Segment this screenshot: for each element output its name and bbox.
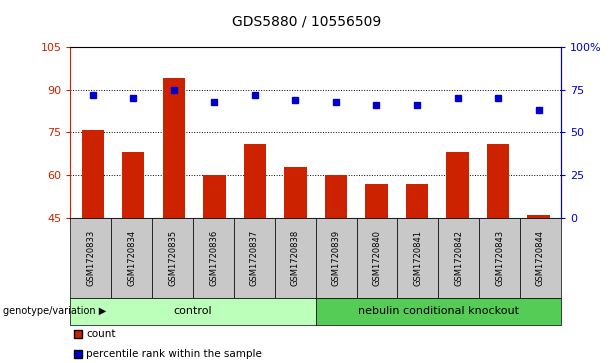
- Bar: [446, 152, 469, 218]
- Bar: [82, 130, 104, 218]
- Bar: [244, 144, 266, 218]
- Text: GSM1720841: GSM1720841: [413, 230, 422, 286]
- Bar: [162, 78, 185, 218]
- Text: percentile rank within the sample: percentile rank within the sample: [86, 349, 262, 359]
- Text: GSM1720843: GSM1720843: [495, 230, 504, 286]
- Text: control: control: [173, 306, 213, 316]
- Bar: [204, 175, 226, 218]
- Text: GSM1720842: GSM1720842: [454, 230, 463, 286]
- Bar: [487, 144, 509, 218]
- Bar: [527, 215, 550, 218]
- Text: nebulin conditional knockout: nebulin conditional knockout: [358, 306, 519, 316]
- Text: GSM1720835: GSM1720835: [168, 230, 177, 286]
- Text: genotype/variation ▶: genotype/variation ▶: [3, 306, 106, 316]
- Text: GSM1720840: GSM1720840: [373, 230, 381, 286]
- Text: GSM1720833: GSM1720833: [86, 230, 96, 286]
- Text: GDS5880 / 10556509: GDS5880 / 10556509: [232, 15, 381, 29]
- Bar: [365, 184, 387, 218]
- Text: count: count: [86, 329, 116, 339]
- Bar: [325, 175, 347, 218]
- Bar: [406, 184, 428, 218]
- Text: GSM1720839: GSM1720839: [332, 230, 341, 286]
- Text: GSM1720838: GSM1720838: [291, 230, 300, 286]
- Bar: [284, 167, 306, 218]
- Text: GSM1720844: GSM1720844: [536, 230, 545, 286]
- Text: GSM1720836: GSM1720836: [209, 230, 218, 286]
- Text: GSM1720837: GSM1720837: [250, 230, 259, 286]
- Bar: [122, 152, 145, 218]
- Text: GSM1720834: GSM1720834: [128, 230, 136, 286]
